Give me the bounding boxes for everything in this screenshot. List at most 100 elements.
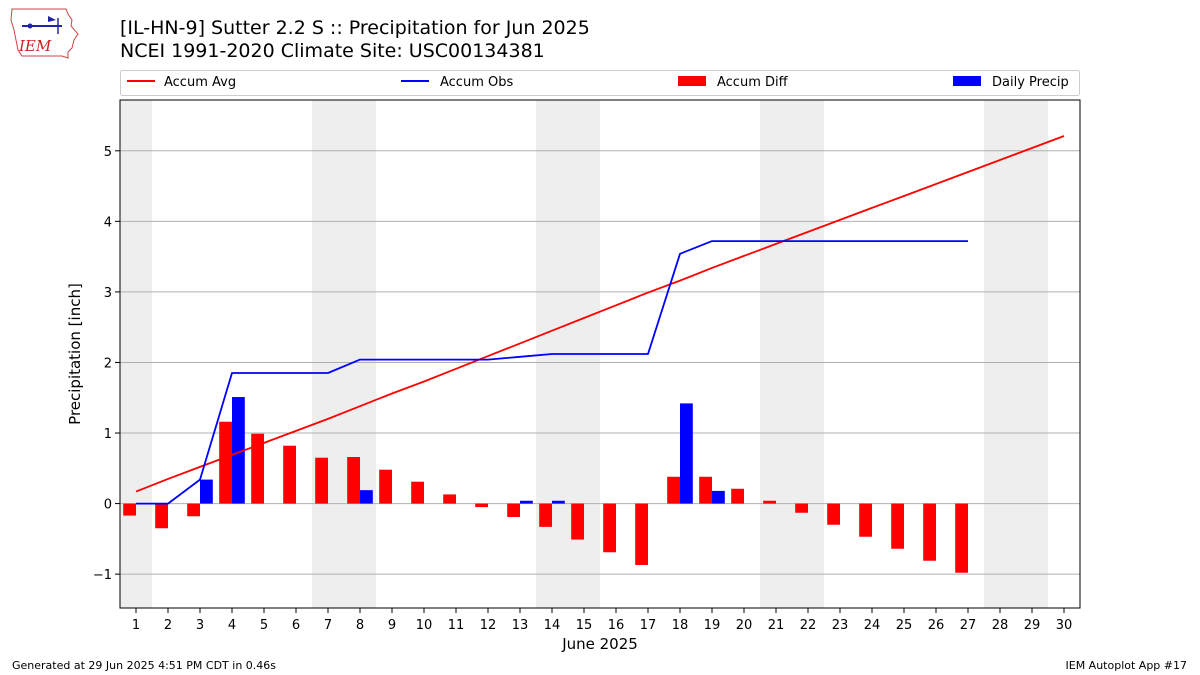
accum-diff-bar [827, 503, 840, 525]
x-tick-label: 12 [480, 618, 497, 633]
iem-logo: IEM [10, 8, 79, 59]
x-tick-label: 18 [672, 618, 689, 633]
y-tick-label: −1 [93, 568, 112, 583]
chart-title-line1: [IL-HN-9] Sutter 2.2 S :: Precipitation … [120, 17, 590, 39]
x-tick-label: 27 [960, 618, 977, 633]
accum-diff-bar [251, 433, 264, 504]
x-tick-label: 10 [416, 618, 433, 633]
accum-diff-bar [219, 421, 232, 504]
legend-label-daily-precip: Daily Precip [992, 75, 1069, 90]
x-axis-ticks: 1 2 3 4 5 6 7 8 9 10 11 12 13 14 15 16 17 18 19 20 21 22 23 24 2… [132, 608, 1072, 633]
legend-frame [120, 70, 1080, 96]
accum-diff-bar [635, 503, 648, 565]
accum-diff-bar [923, 503, 936, 561]
y-tick-label: 4 [104, 215, 112, 230]
gridlines [120, 150, 1080, 575]
x-tick-label: 16 [608, 618, 625, 633]
x-tick-label: 8 [356, 618, 364, 633]
daily-precip-bar [520, 500, 533, 504]
x-tick-label: 15 [576, 618, 593, 633]
generated-timestamp: Generated at 29 Jun 2025 4:51 PM CDT in … [12, 659, 277, 672]
x-tick-label: 4 [228, 618, 236, 633]
x-tick-label: 6 [292, 618, 300, 633]
accum-diff-bar [891, 503, 904, 549]
x-tick-label: 13 [512, 618, 529, 633]
daily-precip-bar [712, 490, 725, 504]
weekend-band [120, 100, 152, 608]
accum-diff-bar [315, 457, 328, 504]
bars [123, 397, 968, 573]
logo-text: IEM [18, 37, 52, 55]
lines [135, 135, 1065, 505]
legend-swatch-daily-precip [953, 76, 981, 86]
y-tick-label: 0 [104, 498, 112, 513]
x-tick-label: 3 [196, 618, 204, 633]
y-axis-ticks: −1 0 1 2 3 4 5 [93, 145, 120, 583]
x-tick-label: 22 [800, 618, 817, 633]
y-axis-label: Precipitation [inch] [66, 283, 84, 425]
accum-diff-bar [187, 503, 200, 517]
accum-diff-bar [379, 469, 392, 504]
accum-diff-bar [347, 457, 360, 504]
weekend-band [984, 100, 1048, 608]
x-tick-label: 28 [992, 618, 1009, 633]
y-tick-label: 2 [104, 356, 112, 371]
accum-diff-bar [603, 503, 616, 553]
x-tick-label: 20 [736, 618, 753, 633]
legend-swatch-accum-diff [678, 76, 706, 86]
wind-vane-icon [48, 16, 56, 22]
weekend-band [312, 100, 376, 608]
station-dot-icon [27, 23, 33, 29]
x-tick-label: 26 [928, 618, 945, 633]
accum-diff-bar [507, 503, 520, 517]
accum-diff-bar [155, 503, 168, 529]
x-tick-label: 2 [164, 618, 172, 633]
accum-diff-bar [763, 500, 776, 504]
x-tick-label: 14 [544, 618, 561, 633]
daily-precip-bar [360, 490, 373, 504]
legend-label-accum-obs: Accum Obs [440, 75, 513, 90]
x-tick-label: 24 [864, 618, 881, 633]
daily-precip-bar [680, 403, 693, 504]
accum-diff-bar [123, 503, 136, 516]
x-tick-label: 21 [768, 618, 785, 633]
x-axis-label: June 2025 [561, 635, 638, 653]
x-tick-label: 1 [132, 618, 140, 633]
daily-precip-bar [232, 397, 245, 504]
x-tick-label: 9 [388, 618, 396, 633]
x-tick-label: 23 [832, 618, 849, 633]
accum-diff-bar [955, 503, 968, 573]
y-tick-label: 3 [104, 286, 112, 301]
daily-precip-bar [552, 500, 565, 504]
y-tick-label: 5 [104, 145, 112, 160]
accum-diff-bar [571, 503, 584, 540]
accum-diff-bar [795, 503, 808, 513]
accum-diff-bar [699, 476, 712, 504]
accum-avg-line [135, 135, 1065, 493]
x-tick-label: 5 [260, 618, 268, 633]
legend: Accum Avg Accum Obs Accum Diff Daily Pre… [120, 70, 1080, 96]
accum-diff-bar [411, 481, 424, 504]
accum-diff-bar [731, 488, 744, 504]
accum-diff-bar [283, 445, 296, 504]
x-tick-label: 11 [448, 618, 465, 633]
plot-frame [119, 99, 1081, 609]
x-tick-label: 25 [896, 618, 913, 633]
weekend-shading [120, 100, 1048, 608]
x-tick-label: 19 [704, 618, 721, 633]
accum-diff-bar [539, 503, 552, 527]
app-credit: IEM Autoplot App #17 [1065, 659, 1188, 672]
y-tick-label: 1 [104, 427, 112, 442]
accum-diff-bar [475, 503, 488, 508]
iowa-outline-icon [10, 8, 79, 59]
x-tick-label: 30 [1056, 618, 1073, 633]
accum-obs-line [136, 240, 968, 505]
accum-diff-bar [667, 476, 680, 504]
accum-diff-bar [859, 503, 872, 537]
chart-title-line2: NCEI 1991-2020 Climate Site: USC00134381 [120, 40, 545, 62]
accum-diff-bar [443, 494, 456, 504]
x-tick-label: 17 [640, 618, 657, 633]
daily-precip-bar [200, 479, 213, 504]
legend-label-accum-avg: Accum Avg [164, 75, 236, 90]
